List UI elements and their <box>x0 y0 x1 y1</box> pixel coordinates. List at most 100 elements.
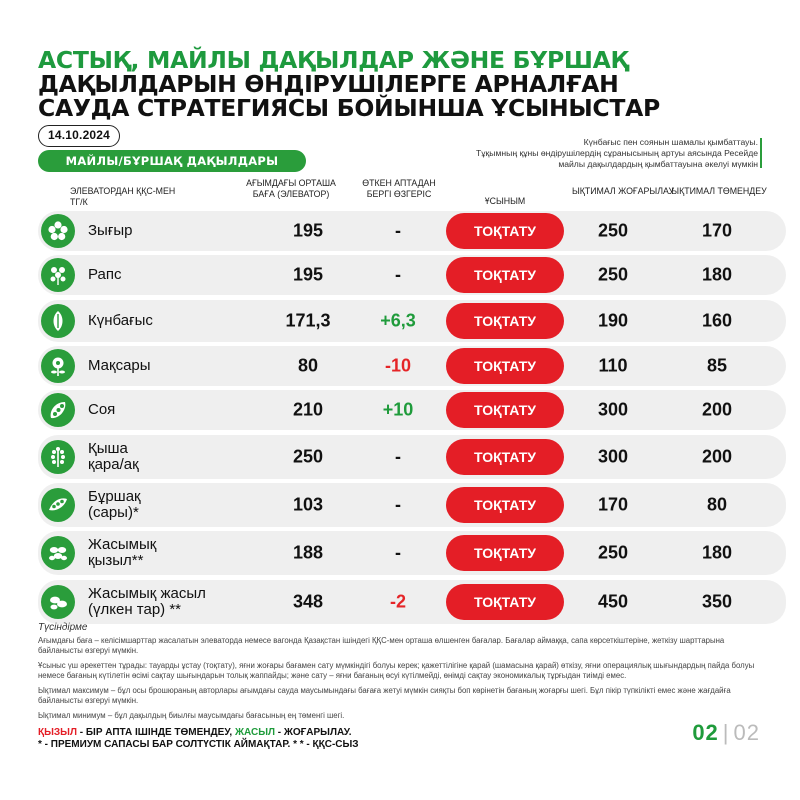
potential-down-value: 180 <box>701 542 733 563</box>
potential-down-value: 350 <box>701 591 733 612</box>
crop-name: Жасымық жасыл (үлкен тар) ** <box>88 584 206 618</box>
header-potential-down: Ықтимал төмендеу <box>671 186 767 196</box>
flax-flower-icon <box>41 214 75 248</box>
mustard-plant-icon <box>41 439 75 474</box>
weekly-change: - <box>395 446 401 467</box>
potential-down-value: 180 <box>701 264 733 285</box>
weekly-change: - <box>395 542 401 563</box>
pea-pod-icon <box>41 488 75 523</box>
sunflower-seed-icon <box>41 303 75 338</box>
date-badge: 14.10.2024 <box>38 125 121 147</box>
potential-up-value: 250 <box>597 264 629 285</box>
footer-notes: Қызыл - бір апта ішінде төмендеу, Жасыл … <box>38 727 359 751</box>
potential-up-value: 250 <box>597 220 629 241</box>
page-current: 02 <box>692 720 719 745</box>
green-lentil-icon <box>41 584 75 619</box>
weekly-change: -10 <box>384 355 411 376</box>
avg-price: 171,3 <box>285 310 331 331</box>
recommendation-button[interactable]: ТОҚТАТУ <box>446 302 564 339</box>
avg-price: 348 <box>292 591 324 612</box>
title-line-1: Астық, майлы дақылдар және бұршақ <box>38 46 629 74</box>
crop-name: Қыша қара/ақ <box>88 439 139 473</box>
potential-up-value: 300 <box>597 446 629 467</box>
note-accent-bar <box>760 138 762 168</box>
legend-max: Ықтимал максимум – бұл осы брошюраның ав… <box>38 686 731 705</box>
safflower-icon <box>41 349 75 384</box>
note-line-3: майлы дақылдардың қымбаттауына әкелуі мү… <box>558 159 758 169</box>
soy-pod-icon <box>41 393 75 428</box>
recommendation-button[interactable]: ТОҚТАТУ <box>446 257 564 294</box>
recommendation-button[interactable]: ТОҚТАТУ <box>446 487 564 524</box>
title: Астық, майлы дақылдар және бұршақ дақылд… <box>38 48 778 120</box>
rapeseed-flower-icon <box>41 258 75 293</box>
recommendation-button[interactable]: ТОҚТАТУ <box>446 213 564 249</box>
crop-name: Соя <box>88 401 116 419</box>
avg-price: 250 <box>292 446 324 467</box>
footer-green-text: - жоғарылау. <box>275 727 352 738</box>
crop-name: Бұршақ (сары)* <box>88 488 141 522</box>
table-row: Жасымық қызыл** 188 - ТОҚТАТУ 250 180 <box>38 531 786 576</box>
avg-price: 103 <box>292 494 324 515</box>
header-avg-price: Ағымдағы орташа баға (элеватор) <box>246 178 336 199</box>
weekly-change: - <box>395 220 401 241</box>
legend-title: Түсіндірме <box>38 622 88 633</box>
potential-up-value: 450 <box>597 591 629 612</box>
table-row: Күнбағыс 171,3 +6,3 ТОҚТАТУ 190 160 <box>38 299 786 342</box>
header-recommendation: Ұсыным <box>484 196 526 206</box>
table-row: Соя 210 +10 ТОҚТАТУ 300 200 <box>38 390 786 431</box>
table-row: Бұршақ (сары)* 103 - ТОҚТАТУ 170 80 <box>38 483 786 528</box>
potential-down-value: 160 <box>701 310 733 331</box>
potential-down-value: 200 <box>701 399 733 420</box>
table-row: Зығыр 195 - ТОҚТАТУ 250 170 <box>38 211 786 251</box>
avg-price: 80 <box>297 355 319 376</box>
footer-red-text: - бір апта ішінде төмендеу, <box>76 727 235 738</box>
table-row: Мақсары 80 -10 ТОҚТАТУ 110 85 <box>38 346 786 387</box>
legend-current-price: Ағымдағы баға – келісімшарттар жасалатын… <box>38 636 725 655</box>
page-total: 02 <box>733 720 760 745</box>
crop-table: Зығыр 195 - ТОҚТАТУ 250 170 Рапс 195 - ТОҚТАТУ 250… <box>38 211 786 628</box>
potential-down-value: 200 <box>701 446 733 467</box>
weekly-change: - <box>395 264 401 285</box>
recommendation-button[interactable]: ТОҚТАТУ <box>446 535 564 572</box>
crop-name: Күнбағыс <box>88 311 153 329</box>
avg-price: 188 <box>292 542 324 563</box>
potential-down-value: 80 <box>706 494 728 515</box>
potential-up-value: 170 <box>597 494 629 515</box>
weekly-change: +6,3 <box>380 310 416 331</box>
recommendation-button[interactable]: ТОҚТАТУ <box>446 583 564 620</box>
recommendation-button[interactable]: ТОҚТАТУ <box>446 392 564 429</box>
potential-down-value: 85 <box>706 355 728 376</box>
weekly-change: - <box>395 494 401 515</box>
page-separator: | <box>722 720 730 745</box>
crop-name: Жасымық қызыл** <box>88 536 157 570</box>
table-row: Қыша қара/ақ 250 - ТОҚТАТУ 300 200 <box>38 434 786 479</box>
header-weekly-change: Өткен аптадан бергі өзгеріс <box>362 178 436 199</box>
page-indicator: 02 | 02 <box>692 720 760 746</box>
potential-up-value: 250 <box>597 542 629 563</box>
footer-green-word: Жасыл <box>234 727 276 738</box>
title-line-2: дақылдарын өндірушілерге арналған <box>38 70 619 98</box>
avg-price: 195 <box>292 220 324 241</box>
avg-price: 195 <box>292 264 324 285</box>
legend-min: Ықтимал минимум – бұл дақылдың биылғы ма… <box>38 711 345 720</box>
weekly-change: -2 <box>389 591 406 612</box>
footer-red-word: Қызыл <box>38 727 77 738</box>
red-lentil-icon <box>41 536 75 571</box>
note-line-2: Тұқымның құны өндірушілердің сұранысының… <box>476 148 758 158</box>
section-label: Майлы/бұршақ дақылдары <box>38 150 306 172</box>
potential-down-value: 170 <box>701 220 733 241</box>
potential-up-value: 110 <box>598 355 628 376</box>
recommendation-button[interactable]: ТОҚТАТУ <box>446 348 564 385</box>
table-row: Жасымық жасыл (үлкен тар) ** 348 -2 ТОҚТАТУ… <box>38 579 786 624</box>
note-line-1: Күнбағыс пен соянын шамалы қымбаттауы. <box>583 137 758 147</box>
legend-recommendation: Ұсыныс үш әрекеттен тұрады: тауарды ұста… <box>38 661 755 680</box>
header-name: Элеватордан ҚҚС-мен тг/к <box>70 186 176 207</box>
crop-name: Мақсары <box>88 357 151 375</box>
potential-up-value: 190 <box>597 310 629 331</box>
weekly-change: +10 <box>382 399 414 420</box>
crop-name: Рапс <box>88 266 122 284</box>
recommendation-button[interactable]: ТОҚТАТУ <box>446 438 564 475</box>
potential-up-value: 300 <box>597 399 629 420</box>
market-note: Күнбағыс пен соянын шамалы қымбаттауы. Т… <box>398 137 758 170</box>
footer-asterisk-note: * - премиум сапасы бар солтүстік аймақта… <box>38 739 359 750</box>
